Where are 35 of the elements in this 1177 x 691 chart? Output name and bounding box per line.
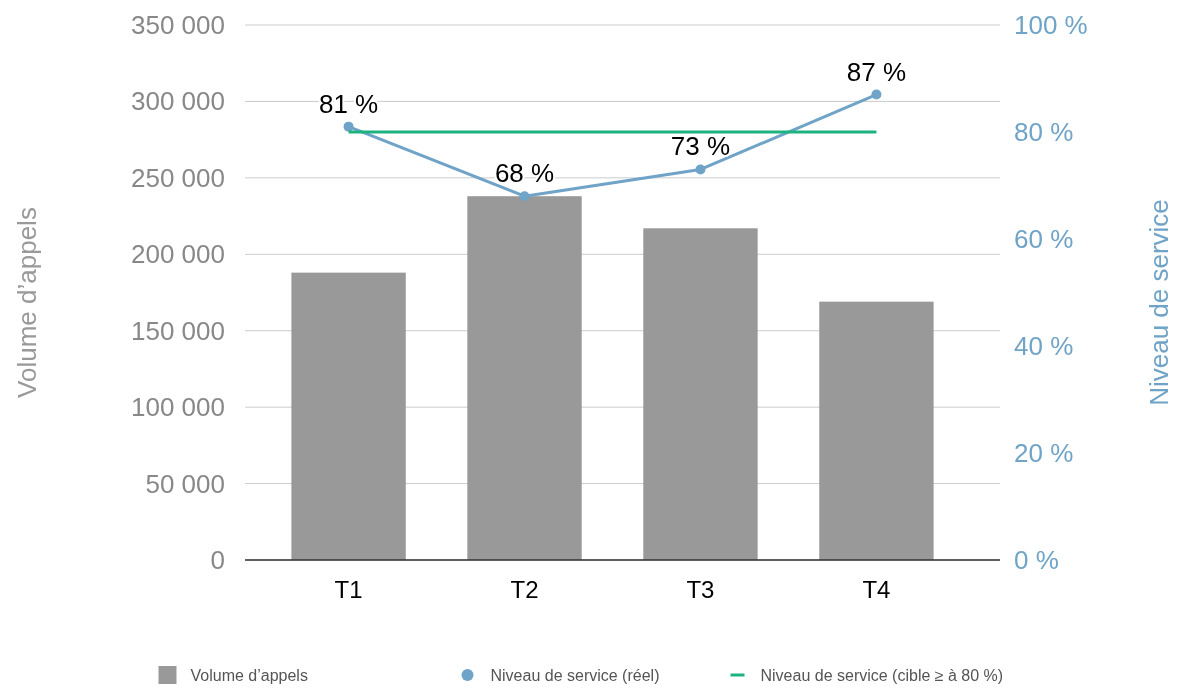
y-tick-label: 150 000 (131, 315, 225, 346)
data-label: 68 % (494, 158, 555, 189)
point (695, 164, 706, 175)
bar (467, 196, 582, 560)
y2-tick-label: 40 % (1014, 331, 1074, 361)
bar (819, 301, 934, 560)
y2-tick-label: 60 % (1014, 224, 1074, 254)
point (519, 191, 530, 202)
y-tick-label: 100 000 (131, 392, 225, 423)
y2-tick-label: 0 % (1014, 545, 1059, 575)
data-label: 81 % (318, 88, 379, 119)
data-label: 73 % (670, 131, 731, 162)
x-tick-label: T2 (510, 576, 539, 603)
y-tick-label: 250 000 (131, 162, 225, 193)
data-label: 87 % (846, 56, 907, 87)
y-tick-label: 350 000 (131, 10, 225, 40)
y-tick-label: 50 000 (145, 468, 225, 499)
x-tick-label: T4 (862, 576, 891, 603)
y-tick-label: 200 000 (131, 239, 225, 270)
bar (291, 272, 406, 560)
point (343, 121, 354, 132)
x-tick-label: T3 (686, 576, 715, 603)
legend-label: Volume d’appels (190, 667, 308, 684)
legend-label: Niveau de service (réel) (490, 667, 660, 684)
y-axis-title: Volume d’appels (12, 207, 42, 398)
y2-axis-title: Niveau de service (1144, 199, 1174, 406)
y2-tick-label: 100 % (1014, 10, 1088, 40)
legend-label: Niveau de service (cible ≥ à 80 %) (760, 667, 1004, 684)
x-tick-label: T1 (334, 576, 363, 603)
y2-tick-label: 20 % (1014, 438, 1074, 468)
y-tick-label: 0 (210, 545, 225, 575)
y-tick-label: 300 000 (131, 86, 225, 117)
point (871, 89, 882, 100)
y2-tick-label: 80 % (1014, 117, 1074, 147)
bar (643, 228, 758, 560)
